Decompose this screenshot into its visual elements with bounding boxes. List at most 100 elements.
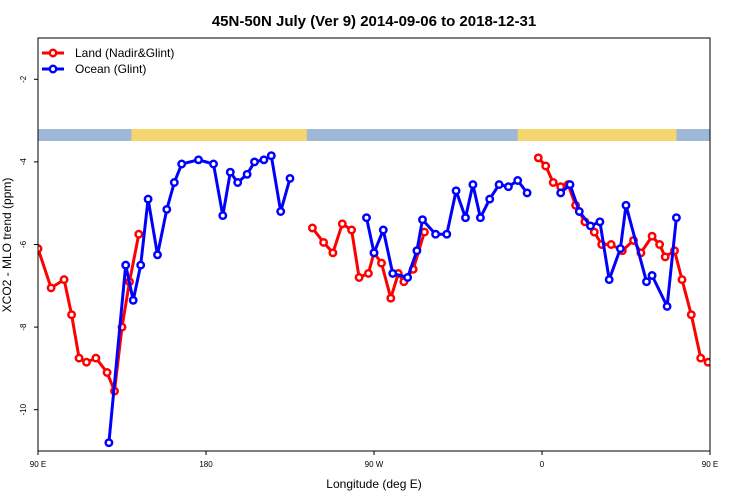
data-point [746,279,750,285]
data-point [209,159,218,169]
series-ocean [104,151,750,448]
y-tick-label: -10 [19,403,28,415]
data-point [418,215,427,225]
series-line [736,164,750,300]
data-point [475,213,485,223]
data-point [714,355,720,361]
data-point [655,240,665,249]
series-line [38,233,141,393]
data-point [671,213,681,223]
land-band [517,129,677,141]
y-axis-label: XCO2 - MLO trend (ppm) [0,178,14,313]
data-point [722,369,728,375]
data-point [386,293,396,303]
data-point [363,268,373,278]
data-point [259,155,269,165]
x-tick-label: 90 E [30,460,46,469]
data-point [362,213,371,223]
land-band [131,129,307,141]
data-point [104,438,114,448]
data-point [615,244,625,254]
data-point [494,180,504,190]
data-point [136,260,146,270]
data-point [59,275,69,285]
data-point [177,159,187,169]
data-point [468,180,478,190]
data-point [233,178,243,187]
legend-label: Land (Nadir&Glint) [75,46,174,60]
data-point [143,194,153,204]
data-point [242,169,252,179]
data-point [319,237,329,247]
x-axis-label: Longitude (deg E) [326,477,421,491]
series-line [311,222,426,300]
data-point [533,153,543,163]
data-point [153,250,162,260]
data-point [485,194,495,204]
data-point [377,258,386,268]
data-point [604,275,614,285]
data-point [307,223,317,233]
land-ocean-strip [38,129,710,141]
data-point [91,353,101,363]
data-point [606,240,616,249]
series-line [365,179,529,279]
data-point [647,231,657,241]
data-point [102,368,112,377]
data-point [128,295,138,305]
data-point [503,182,513,192]
data-point [121,260,131,270]
data-point [276,207,286,216]
data-point [134,229,144,239]
y-tick-label: -4 [19,158,28,166]
data-point [548,178,558,187]
series-line [559,183,678,308]
data-point [733,262,739,268]
data-point [38,244,43,254]
legend-label: Ocean (Glint) [75,62,146,76]
x-tick-label: 180 [199,460,213,469]
data-point [378,225,388,235]
data-point [250,157,259,167]
data-point [328,248,338,258]
data-point [621,200,631,210]
data-point [169,178,179,187]
chart-title: 45N-50N July (Ver 9) 2014-09-06 to 2018-… [212,13,536,30]
data-point [225,167,235,177]
data-point [354,273,364,282]
data-point [369,248,379,258]
data-point [218,211,228,221]
data-point [194,155,203,165]
x-axis: 90 E 180 90 W 0 90 E [30,451,718,469]
y-tick-label: -8 [19,323,28,331]
data-point [647,271,657,280]
data-point [513,176,523,185]
legend-marker [48,48,58,58]
series-group [38,151,750,448]
data-point [337,219,347,229]
x-tick-label: 0 [540,460,545,469]
data-point [403,273,413,282]
y-tick-label: -2 [19,75,28,83]
data-point [266,151,276,161]
data-point [412,246,422,256]
data-point [595,217,605,227]
data-point [586,221,595,231]
data-point [556,188,566,198]
data-point [461,213,470,223]
data-point [347,225,357,235]
data-point [589,227,599,237]
y-axis: -10 -8 -6 -4 -2 [19,75,38,415]
data-point [677,275,687,285]
data-point [660,252,670,262]
data-point [574,207,584,216]
data-point [731,388,737,394]
legend: Land (Nadir&Glint) Ocean (Glint) [42,46,174,76]
data-point [740,297,746,303]
x-tick-label: 90 W [365,460,384,469]
data-point [162,204,172,214]
y-tick-label: -6 [19,240,28,248]
data-point [67,310,77,320]
legend-marker [48,64,58,74]
